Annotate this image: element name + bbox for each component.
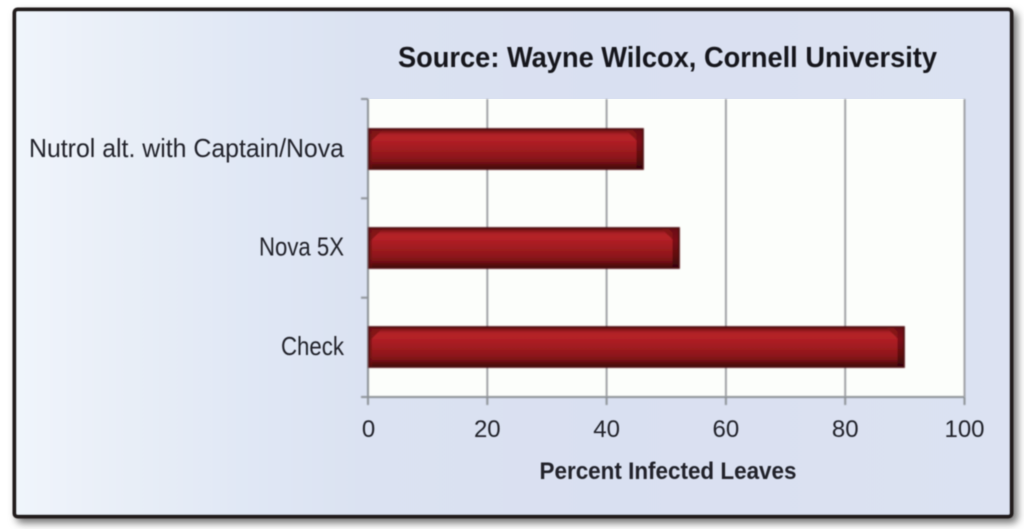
- svg-text:100: 100: [944, 416, 984, 443]
- svg-text:80: 80: [832, 416, 859, 443]
- svg-text:Nova 5X: Nova 5X: [259, 232, 344, 262]
- svg-text:Nutrol alt. with Captain/Nova: Nutrol alt. with Captain/Nova: [29, 133, 345, 163]
- svg-text:Check: Check: [281, 331, 345, 361]
- svg-text:0: 0: [362, 416, 375, 443]
- svg-text:20: 20: [474, 416, 501, 443]
- svg-text:40: 40: [593, 416, 620, 443]
- svg-text:Source: Wayne Wilcox, Cornell: Source: Wayne Wilcox, Cornell University: [398, 42, 937, 74]
- svg-text:60: 60: [713, 416, 740, 443]
- svg-text:Percent Infected Leaves: Percent Infected Leaves: [540, 458, 797, 485]
